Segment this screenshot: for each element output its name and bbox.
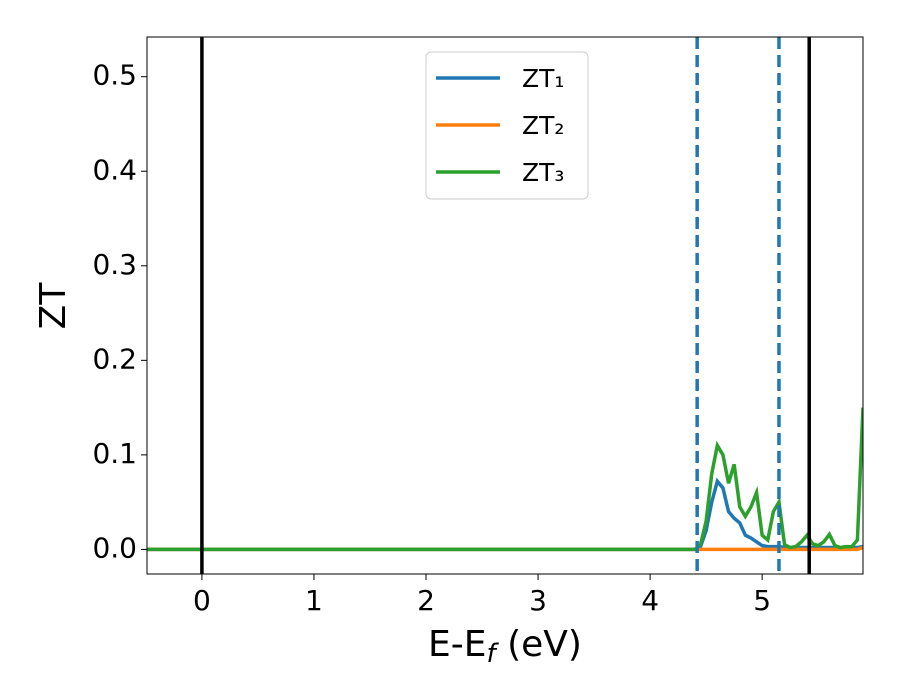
x-axis-label: E-Ef (eV) <box>428 624 582 669</box>
y-axis-label: ZT <box>33 282 74 330</box>
y-tick-label: 0.4 <box>92 153 137 186</box>
x-tick-label: 5 <box>753 584 771 617</box>
y-tick-label: 0.3 <box>92 248 137 281</box>
legend-label: ZT₂ <box>522 111 564 140</box>
plot-frame <box>146 36 864 575</box>
legend-label: ZT₃ <box>522 158 564 187</box>
legend-label: ZT₁ <box>522 64 564 93</box>
y-tick-label: 0.0 <box>92 531 137 564</box>
x-tick-label: 1 <box>305 584 323 617</box>
series-line <box>147 477 863 552</box>
x-tick-label: 0 <box>193 584 211 617</box>
x-tick-label: 3 <box>529 584 547 617</box>
y-tick-label: 0.2 <box>92 342 137 375</box>
x-tick-label: 2 <box>417 584 435 617</box>
legend-box <box>425 51 589 200</box>
x-tick-label: 4 <box>641 584 659 617</box>
y-tick-label: 0.5 <box>92 59 137 92</box>
series-line <box>147 407 863 552</box>
series-line <box>147 545 863 552</box>
y-tick-label: 0.1 <box>92 437 137 470</box>
